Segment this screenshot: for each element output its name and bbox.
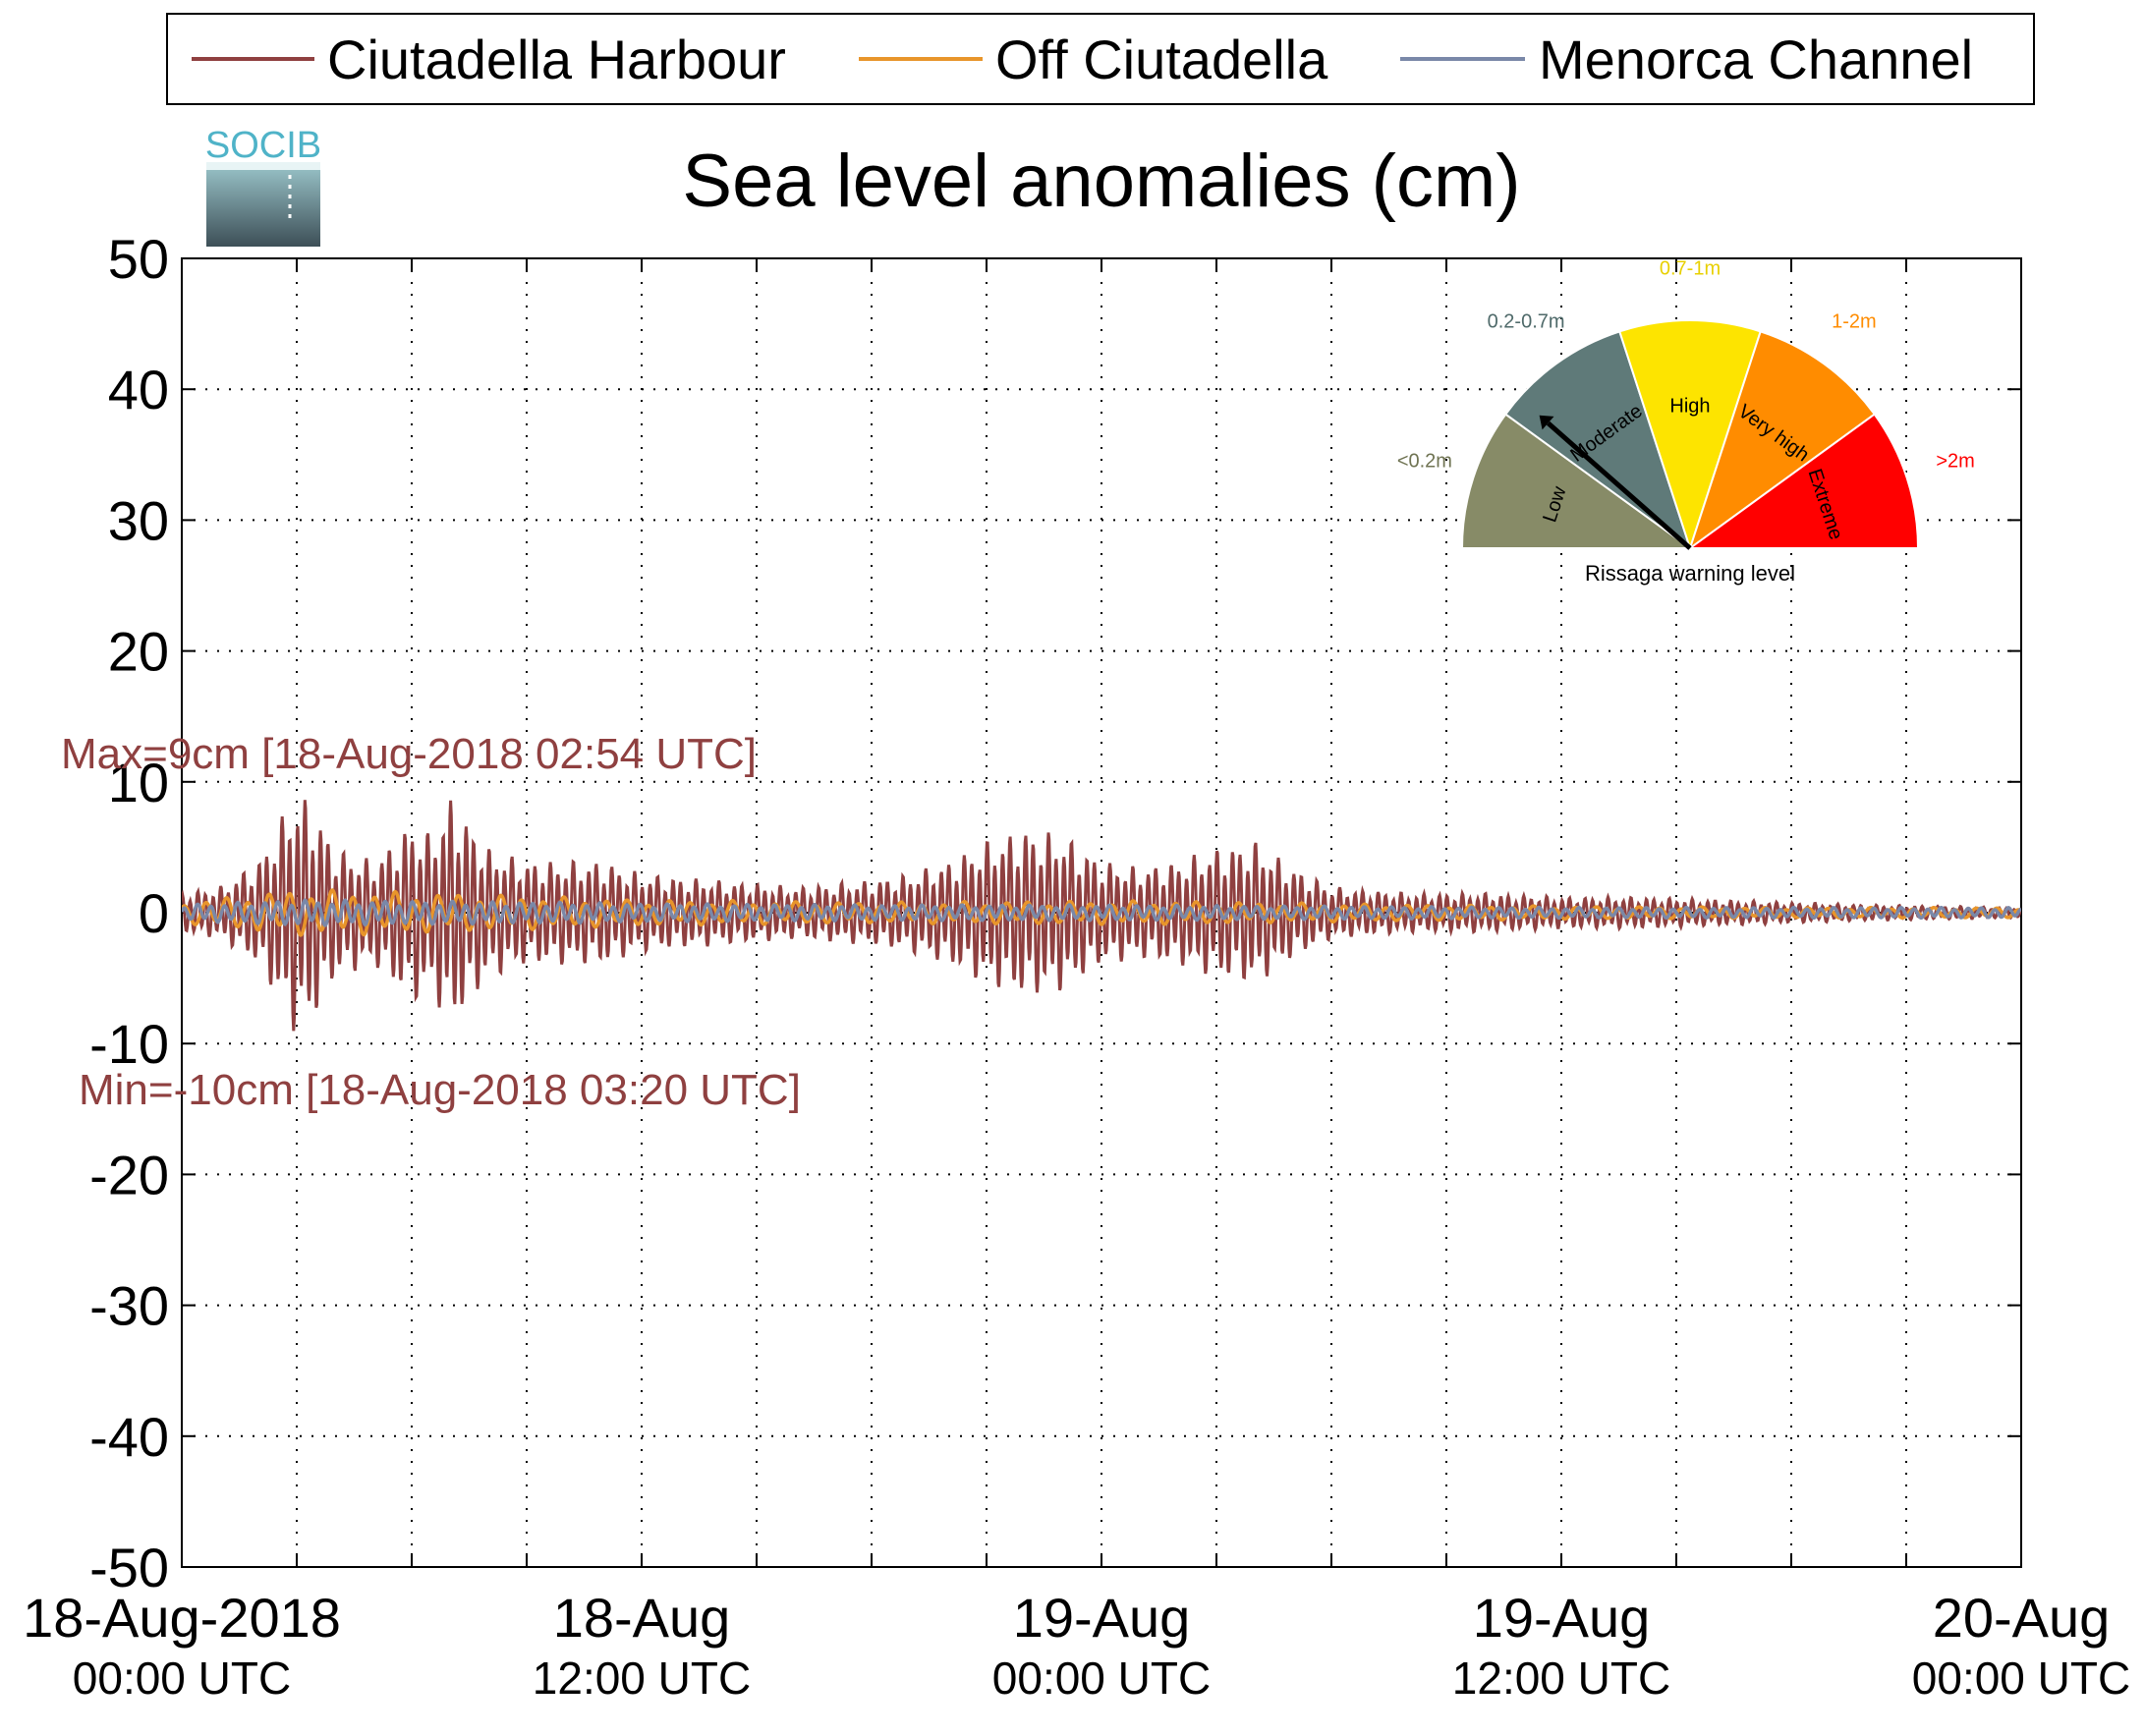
y-tick-label: -20 <box>89 1144 169 1205</box>
legend-label-ciutadella-harbour: Ciutadella Harbour <box>327 28 786 90</box>
gauge-segment-very-high <box>1688 330 1877 551</box>
y-tick-label: 40 <box>108 359 169 420</box>
gauge-segment-label: High <box>1669 395 1710 417</box>
chart-title: Sea level anomalies (cm) <box>682 140 1520 223</box>
y-tick-label: 30 <box>108 489 169 551</box>
gauge-range-label: >2m <box>1936 450 1974 472</box>
x-tick-label-date: 19-Aug <box>1473 1587 1651 1649</box>
gauge-segment-low <box>1460 413 1694 549</box>
socib-logo: SOCIB <box>205 125 321 247</box>
min-annotation: Min=-10cm [18-Aug-2018 03:20 UTC] <box>79 1066 801 1114</box>
series-lines <box>182 800 2021 1032</box>
gauge-range-label: <0.2m <box>1397 450 1452 472</box>
gauge-segment-high <box>1618 319 1762 552</box>
y-tick-label: -50 <box>89 1537 169 1598</box>
gauge-range-label: 0.2-0.7m <box>1488 310 1565 332</box>
y-tick-label: 10 <box>108 752 169 813</box>
series-line-menorca-channel <box>182 898 2021 927</box>
y-tick-label: -30 <box>89 1275 169 1337</box>
y-tick-label: -10 <box>89 1013 169 1075</box>
x-tick-label-time: 00:00 UTC <box>1912 1652 2130 1704</box>
x-tick-label-time: 00:00 UTC <box>73 1652 291 1704</box>
gauge-segment-moderate <box>1503 330 1692 551</box>
x-tick-label-time: 00:00 UTC <box>992 1652 1211 1704</box>
x-tick-label-date: 18-Aug-2018 <box>23 1587 341 1649</box>
x-tick-label-time: 12:00 UTC <box>533 1652 751 1704</box>
legend-label-off-ciutadella: Off Ciutadella <box>995 28 1328 90</box>
y-tick-label: 50 <box>108 228 169 290</box>
legend-label-menorca-channel: Menorca Channel <box>1539 28 1973 90</box>
x-tick-label-time: 12:00 UTC <box>1452 1652 1670 1704</box>
x-tick-label-date: 19-Aug <box>1013 1587 1191 1649</box>
y-axis-tick-labels: 50 40 30 20 10 0 -10 -20 -30 -40 -50 <box>89 228 169 1598</box>
series-line-ciutadella-harbour <box>182 800 2021 1032</box>
gauge-caption: Rissaga warning level <box>1585 561 1795 586</box>
legend: Ciutadella Harbour Off Ciutadella Menorc… <box>166 13 2035 105</box>
x-tick-label-date: 20-Aug <box>1933 1587 2111 1649</box>
y-tick-label: -40 <box>89 1406 169 1468</box>
legend-box <box>166 13 2035 105</box>
max-annotation: Max=9cm [18-Aug-2018 02:54 UTC] <box>61 730 757 778</box>
series-line-off-ciutadella <box>182 888 2021 937</box>
x-tick-label-date: 18-Aug <box>553 1587 731 1649</box>
gauge-range-label: 1-2m <box>1832 310 1877 332</box>
y-tick-label: 0 <box>139 882 169 944</box>
gauge-segment-extreme <box>1686 413 1920 549</box>
socib-logo-text: SOCIB <box>205 125 321 166</box>
gauge-needle-head <box>1539 415 1554 430</box>
gauge-range-label: 0.7-1m <box>1660 257 1721 279</box>
y-tick-label: 20 <box>108 621 169 683</box>
gauge-needle <box>1546 420 1692 550</box>
